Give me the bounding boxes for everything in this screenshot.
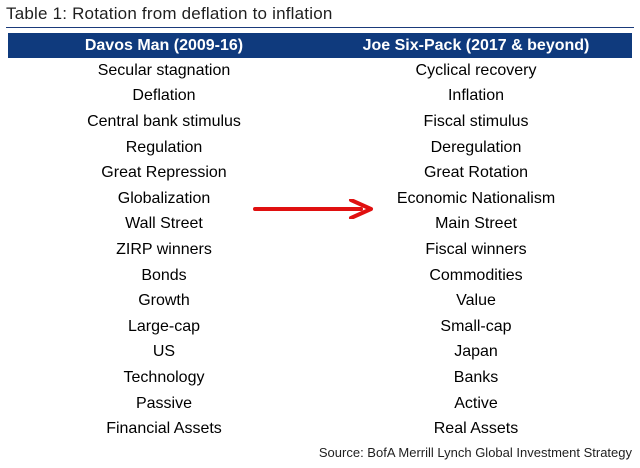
table-body: Secular stagnation Cyclical recovery Def… bbox=[8, 58, 632, 442]
row-left-cell: US bbox=[152, 343, 176, 361]
row-left-cell: Growth bbox=[138, 292, 190, 310]
table-row: Secular stagnation Cyclical recovery bbox=[8, 58, 632, 84]
row-right-cell: Great Rotation bbox=[423, 164, 529, 182]
table-row: Regulation Deregulation bbox=[8, 135, 632, 161]
row-left-cell: Secular stagnation bbox=[97, 61, 231, 79]
row-right-cell: Commodities bbox=[429, 266, 523, 284]
header-right: Joe Six-Pack (2017 & beyond) bbox=[362, 36, 590, 54]
row-left-cell: ZIRP winners bbox=[116, 240, 212, 258]
table-row: US Japan bbox=[8, 340, 632, 366]
table-row: Growth Value bbox=[8, 288, 632, 314]
row-right-cell: Deregulation bbox=[430, 138, 522, 156]
row-left-cell: Deflation bbox=[132, 87, 196, 105]
row-right-cell: Japan bbox=[454, 343, 498, 361]
row-left-cell: Financial Assets bbox=[106, 420, 222, 438]
row-right-cell: Economic Nationalism bbox=[396, 189, 556, 207]
table-row: Central bank stimulus Fiscal stimulus bbox=[8, 109, 632, 135]
table-row: Globalization Economic Nationalism bbox=[8, 186, 632, 212]
row-right-cell: Real Assets bbox=[433, 420, 519, 438]
row-left-cell: Large-cap bbox=[127, 317, 201, 335]
table-row: Financial Assets Real Assets bbox=[8, 416, 632, 442]
row-left-cell: Central bank stimulus bbox=[87, 112, 241, 130]
source-note: Source: BofA Merrill Lynch Global Invest… bbox=[318, 445, 632, 460]
table-row: ZIRP winners Fiscal winners bbox=[8, 237, 632, 263]
table-row: Deflation Inflation bbox=[8, 84, 632, 110]
table-row: Large-cap Small-cap bbox=[8, 314, 632, 340]
row-right-cell: Active bbox=[454, 394, 498, 412]
row-right-cell: Fiscal winners bbox=[425, 240, 527, 258]
table-header: Davos Man (2009-16) Joe Six-Pack (2017 &… bbox=[8, 33, 632, 58]
table-row: Passive Active bbox=[8, 391, 632, 417]
table-title: Table 1: Rotation from deflation to infl… bbox=[6, 4, 333, 23]
row-right-cell: Value bbox=[456, 292, 496, 310]
row-left-cell: Technology bbox=[123, 368, 205, 386]
row-right-cell: Banks bbox=[453, 368, 499, 386]
table-row: Technology Banks bbox=[8, 365, 632, 391]
row-left-cell: Regulation bbox=[125, 138, 203, 156]
row-left-cell: Great Repression bbox=[101, 164, 227, 182]
row-right-cell: Cyclical recovery bbox=[415, 61, 537, 79]
row-left-cell: Passive bbox=[135, 394, 193, 412]
row-right-cell: Main Street bbox=[435, 215, 517, 233]
header-left: Davos Man (2009-16) bbox=[84, 36, 244, 54]
row-right-cell: Fiscal stimulus bbox=[423, 112, 529, 130]
right-arrow-icon bbox=[253, 199, 373, 219]
row-left-cell: Bonds bbox=[141, 266, 187, 284]
row-right-cell: Inflation bbox=[447, 87, 505, 105]
table-row: Great Repression Great Rotation bbox=[8, 160, 632, 186]
table-row: Wall Street Main Street bbox=[8, 212, 632, 238]
table-row: Bonds Commodities bbox=[8, 263, 632, 289]
row-left-cell: Globalization bbox=[117, 189, 211, 207]
row-left-cell: Wall Street bbox=[125, 215, 203, 233]
title-divider bbox=[6, 27, 634, 28]
row-right-cell: Small-cap bbox=[440, 317, 512, 335]
